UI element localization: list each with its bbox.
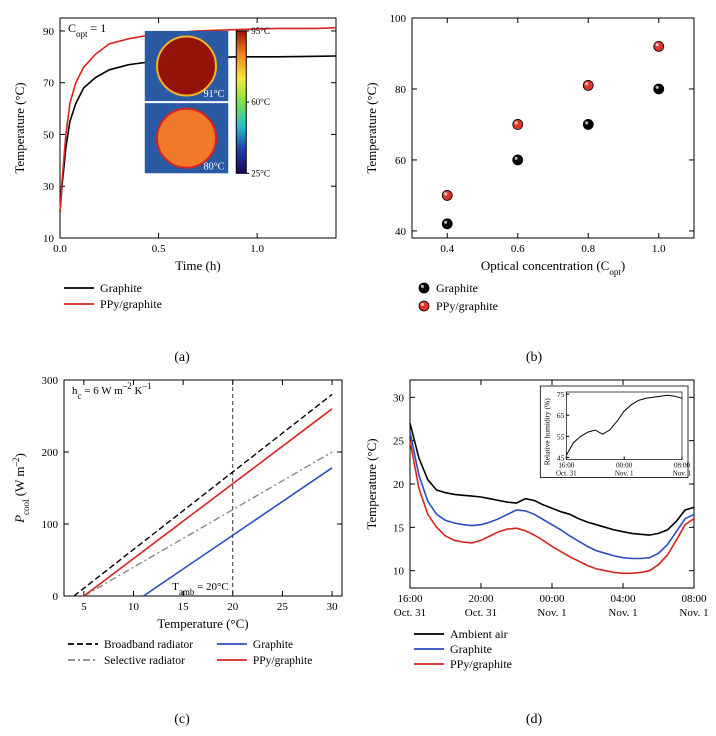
svg-text:Selective radiator: Selective radiator: [104, 655, 185, 667]
svg-text:Nov. 1: Nov. 1: [608, 607, 637, 619]
svg-text:PPy/graphite: PPy/graphite: [436, 299, 498, 313]
svg-text:Temperature (°C): Temperature (°C): [12, 82, 27, 173]
svg-text:10: 10: [43, 233, 55, 245]
svg-text:Temperature (°C): Temperature (°C): [364, 438, 379, 529]
svg-text:Optical concentration (Copt): Optical concentration (Copt): [481, 258, 625, 277]
panel-b-label: (b): [360, 350, 708, 366]
svg-text:Graphite: Graphite: [450, 642, 492, 656]
svg-text:04:00: 04:00: [610, 593, 636, 605]
svg-text:30: 30: [393, 392, 405, 404]
svg-text:Nov. 1: Nov. 1: [673, 470, 692, 478]
svg-text:90: 90: [43, 26, 55, 38]
svg-text:25: 25: [277, 601, 289, 613]
svg-text:91°C: 91°C: [204, 89, 225, 100]
panel-b: 0.4 0.6 0.8 1.0 40 60 80 100 Optical concentrati…: [360, 8, 708, 366]
svg-text:0.6: 0.6: [511, 243, 525, 255]
svg-text:08:00: 08:00: [674, 462, 690, 470]
svg-text:Tamb = 20°C: Tamb = 20°C: [172, 581, 229, 597]
svg-text:1.0: 1.0: [652, 243, 666, 255]
svg-text:0.8: 0.8: [581, 243, 595, 255]
svg-text:Relative humidity (%): Relative humidity (%): [542, 398, 551, 466]
svg-text:30: 30: [43, 181, 55, 193]
svg-text:Oct. 31: Oct. 31: [394, 607, 426, 619]
svg-text:30: 30: [327, 601, 339, 613]
svg-text:55: 55: [557, 432, 565, 441]
svg-text:Nov. 1: Nov. 1: [537, 607, 566, 619]
panel-d: 16:00Oct. 3120:00Oct. 3100:00Nov. 104:00…: [360, 370, 708, 728]
svg-text:75: 75: [557, 390, 565, 399]
svg-text:PPy/graphite: PPy/graphite: [253, 655, 312, 667]
svg-text:20:00: 20:00: [468, 593, 494, 605]
panel-c: 510152025300100200300Temperature (°C)Pco…: [8, 370, 356, 728]
svg-text:0: 0: [53, 591, 59, 603]
svg-text:50: 50: [43, 129, 55, 141]
panel-d-label: (d): [360, 712, 708, 728]
svg-text:1.0: 1.0: [250, 243, 264, 255]
panel-c-label: (c): [8, 712, 356, 728]
svg-text:65: 65: [557, 411, 565, 420]
svg-text:Graphite: Graphite: [100, 281, 142, 295]
svg-text:Temperature (°C): Temperature (°C): [157, 616, 248, 631]
svg-text:5: 5: [81, 601, 87, 613]
svg-text:0.5: 0.5: [152, 243, 166, 255]
svg-text:10: 10: [393, 566, 405, 578]
panel-a-label: (a): [8, 350, 356, 366]
svg-text:00:00: 00:00: [539, 593, 565, 605]
svg-text:10: 10: [128, 601, 140, 613]
svg-text:100: 100: [42, 519, 59, 531]
figure-grid: 0.00.51.01030507090Time (h)Temperature (…: [8, 8, 708, 728]
svg-text:Ambient air: Ambient air: [450, 627, 508, 641]
svg-text:Copt = 1: Copt = 1: [68, 21, 106, 39]
svg-text:70: 70: [43, 78, 55, 90]
svg-text:00:00: 00:00: [616, 462, 632, 470]
panel-a: 0.0 0.5 1.0 10 30 50 70 90 Time (h) Temperature (…: [8, 8, 356, 366]
svg-text:60°C: 60°C: [251, 97, 270, 107]
svg-text:Pcool (W m–2): Pcool (W m–2): [11, 453, 31, 524]
svg-text:15: 15: [393, 522, 405, 534]
svg-text:100: 100: [390, 13, 407, 25]
svg-text:80: 80: [395, 84, 407, 96]
svg-text:40: 40: [395, 226, 407, 238]
svg-text:Graphite: Graphite: [436, 281, 478, 295]
svg-text:0.0: 0.0: [53, 243, 67, 255]
svg-text:25°C: 25°C: [251, 168, 270, 178]
svg-text:Nov. 1: Nov. 1: [615, 470, 634, 478]
svg-text:25: 25: [393, 436, 405, 448]
svg-text:0.4: 0.4: [440, 243, 454, 255]
svg-text:15: 15: [178, 601, 190, 613]
svg-text:Oct. 31: Oct. 31: [556, 470, 577, 478]
svg-text:Oct. 31: Oct. 31: [465, 607, 497, 619]
svg-text:Time (h): Time (h): [175, 258, 220, 273]
svg-text:80°C: 80°C: [204, 161, 225, 172]
svg-text:08:00: 08:00: [681, 593, 707, 605]
svg-text:300: 300: [42, 375, 59, 387]
svg-text:Broadband radiator: Broadband radiator: [104, 639, 193, 651]
svg-text:PPy/graphite: PPy/graphite: [100, 297, 162, 311]
svg-text:60: 60: [395, 155, 407, 167]
svg-text:Temperature (°C): Temperature (°C): [364, 82, 379, 173]
svg-text:Nov. 1: Nov. 1: [679, 607, 708, 619]
svg-text:Graphite: Graphite: [253, 639, 293, 651]
svg-text:16:00: 16:00: [397, 593, 423, 605]
svg-text:200: 200: [42, 447, 59, 459]
svg-text:95°C: 95°C: [251, 26, 270, 36]
svg-text:PPy/graphite: PPy/graphite: [450, 657, 512, 671]
svg-text:16:00: 16:00: [558, 462, 574, 470]
svg-text:20: 20: [393, 479, 405, 491]
svg-text:20: 20: [227, 601, 239, 613]
